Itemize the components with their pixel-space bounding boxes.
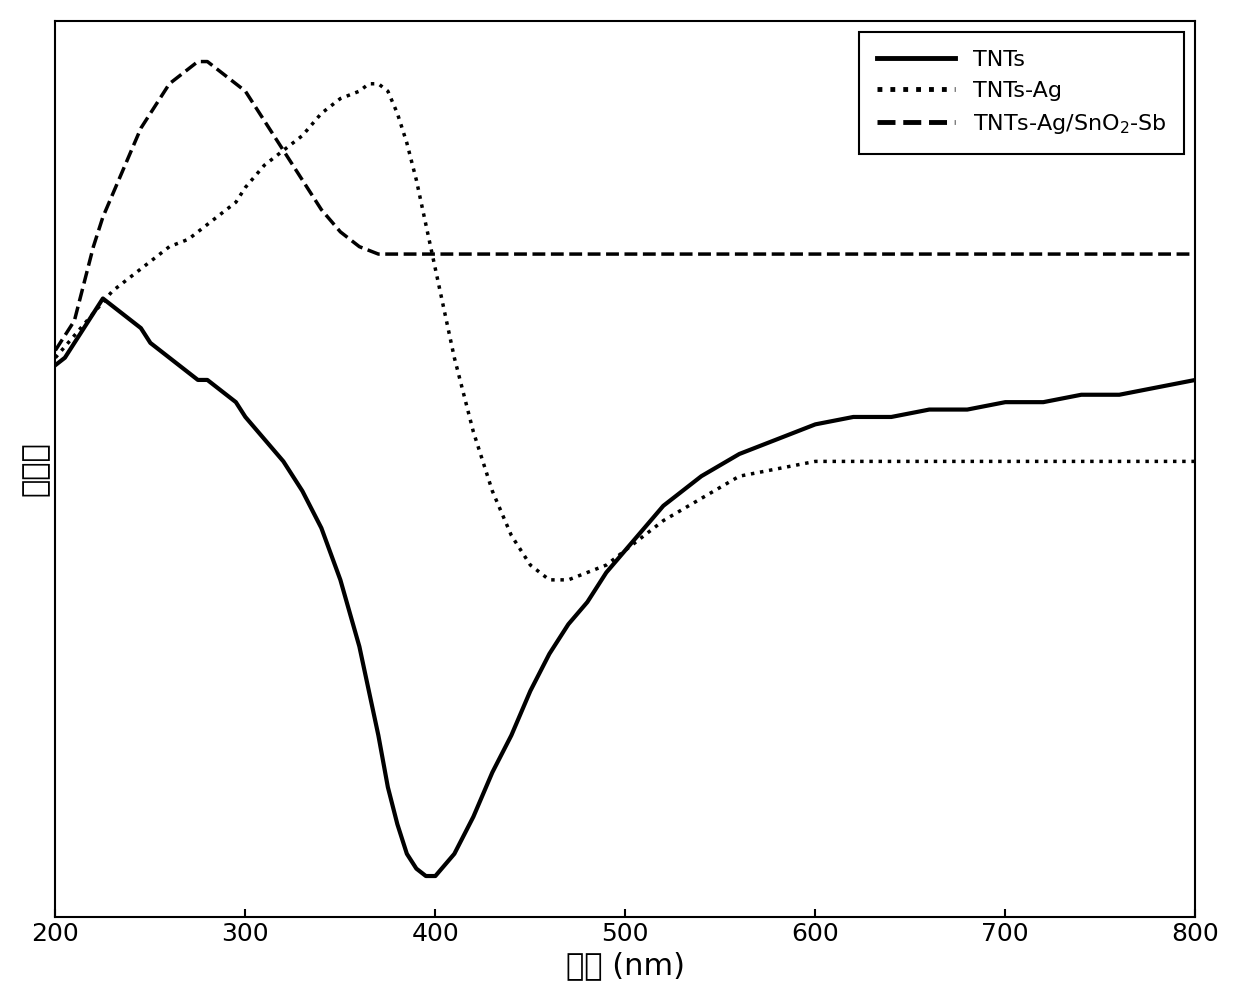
TNTs-Ag/SnO$_2$-Sb [48, 344, 63, 356]
Line: TNTs: TNTs [56, 298, 1195, 876]
TNTs-Ag [409, 174, 424, 186]
TNTs-Ag/SnO$_2$-Sb [181, 63, 196, 75]
TNTs [656, 499, 671, 512]
TNTs [200, 374, 215, 386]
TNTs-Ag [599, 559, 614, 571]
TNTs-Ag [466, 425, 481, 437]
TNTs-Ag [124, 270, 139, 282]
TNTs [48, 359, 63, 371]
TNTs-Ag/SnO$_2$-Sb [1149, 248, 1164, 260]
TNTs [409, 863, 424, 875]
TNTs [418, 870, 433, 882]
TNTs-Ag [1188, 455, 1203, 467]
TNTs-Ag/SnO$_2$-Sb [1188, 248, 1203, 260]
X-axis label: 波长 (nm): 波长 (nm) [565, 951, 684, 980]
Y-axis label: 吸光度: 吸光度 [21, 441, 50, 496]
Line: TNTs-Ag: TNTs-Ag [56, 84, 1195, 580]
TNTs-Ag/SnO$_2$-Sb [191, 55, 206, 67]
TNTs-Ag/SnO$_2$-Sb [998, 248, 1013, 260]
TNTs [143, 337, 157, 349]
Legend: TNTs, TNTs-Ag, TNTs-Ag/SnO$_2$-Sb: TNTs, TNTs-Ag, TNTs-Ag/SnO$_2$-Sb [859, 32, 1184, 154]
TNTs-Ag [332, 92, 347, 104]
TNTs-Ag [560, 574, 575, 586]
TNTs [95, 292, 110, 304]
TNTs-Ag/SnO$_2$-Sb [114, 166, 129, 178]
TNTs-Ag/SnO$_2$-Sb [277, 144, 291, 156]
TNTs [114, 307, 129, 319]
TNTs [67, 337, 82, 349]
Line: TNTs-Ag/SnO$_2$-Sb: TNTs-Ag/SnO$_2$-Sb [56, 61, 1195, 350]
TNTs-Ag [48, 351, 63, 363]
TNTs-Ag [361, 78, 376, 90]
TNTs [1188, 374, 1203, 386]
TNTs-Ag [542, 574, 557, 586]
TNTs-Ag/SnO$_2$-Sb [153, 92, 167, 104]
